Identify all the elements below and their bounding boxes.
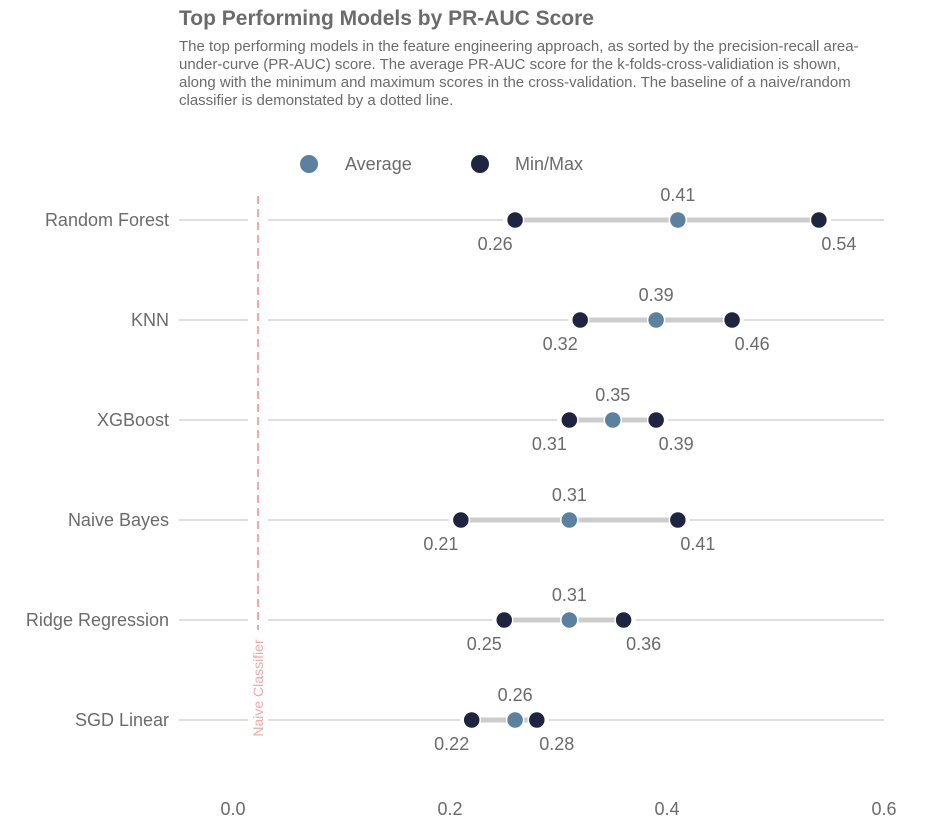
legend: Average Min/Max — [300, 154, 583, 174]
min-label-ridge-regression: 0.25 — [467, 634, 502, 654]
max-point-xgboost — [646, 410, 666, 430]
naive-classifier-label: Naive Classifier — [250, 639, 266, 737]
average-point-random-forest — [668, 210, 688, 230]
reference-line-group: Naive Classifier — [250, 196, 266, 737]
legend-label-min-max: Min/Max — [515, 154, 583, 174]
x-tick-label: 0.0 — [220, 799, 245, 819]
category-label-xgboost: XGBoost — [97, 410, 169, 430]
max-point-ridge-regression — [614, 610, 633, 630]
average-label-xgboost: 0.35 — [595, 385, 630, 405]
average-label-ridge-regression: 0.31 — [552, 585, 587, 605]
average-point-ridge-regression — [560, 610, 579, 630]
average-point-naive-bayes — [560, 510, 579, 530]
x-tick-label: 0.4 — [654, 799, 679, 819]
x-axis-ticks: 0.0 0.2 0.4 0.6 — [220, 799, 896, 819]
value-labels: 0.41 0.26 0.54 0.39 0.32 0.46 0.35 0.31 0.39 0.31… — [423, 185, 856, 754]
chart-title: Top Performing Models by PR-AUC Score — [179, 7, 594, 30]
chart-subtitle: The top performing models in the feature… — [179, 38, 859, 109]
max-label-random-forest: 0.54 — [821, 234, 856, 254]
x-tick-label: 0.6 — [871, 799, 896, 819]
average-point-knn — [646, 310, 666, 330]
max-point-knn — [722, 310, 742, 330]
max-point-sgd-linear — [527, 710, 547, 730]
category-label-sgd-linear: SGD Linear — [75, 710, 169, 730]
category-label-knn: KNN — [131, 310, 169, 330]
category-label-random-forest: Random Forest — [45, 210, 169, 230]
average-label-naive-bayes: 0.31 — [552, 485, 587, 505]
max-point-naive-bayes — [668, 510, 688, 530]
max-label-naive-bayes: 0.41 — [680, 534, 715, 554]
min-point-random-forest — [505, 210, 525, 230]
average-label-sgd-linear: 0.26 — [498, 685, 533, 705]
legend-marker-min-max — [471, 155, 489, 173]
min-label-naive-bayes: 0.21 — [423, 534, 458, 554]
legend-marker-average — [300, 155, 318, 173]
row-lines — [179, 219, 884, 721]
average-point-xgboost — [603, 410, 622, 430]
min-label-xgboost: 0.31 — [532, 434, 567, 454]
category-label-naive-bayes: Naive Bayes — [68, 510, 169, 530]
min-label-knn: 0.32 — [543, 334, 578, 354]
min-point-naive-bayes — [451, 510, 471, 530]
min-point-ridge-regression — [495, 610, 514, 630]
min-point-sgd-linear — [462, 710, 481, 730]
max-label-ridge-regression: 0.36 — [626, 634, 661, 654]
min-label-random-forest: 0.26 — [478, 234, 513, 254]
category-label-ridge-regression: Ridge Regression — [26, 610, 169, 630]
min-point-xgboost — [560, 410, 579, 430]
average-label-random-forest: 0.41 — [660, 185, 695, 205]
category-labels: Random Forest KNN XGBoost Naive Bayes Ridge … — [26, 210, 169, 730]
average-label-knn: 0.39 — [639, 285, 674, 305]
max-label-xgboost: 0.39 — [659, 434, 694, 454]
min-label-sgd-linear: 0.22 — [434, 734, 469, 754]
data-points — [451, 210, 829, 730]
max-label-sgd-linear: 0.28 — [539, 734, 574, 754]
legend-label-average: Average — [345, 154, 412, 174]
min-point-knn — [570, 310, 590, 330]
x-tick-label: 0.2 — [437, 799, 462, 819]
max-point-random-forest — [809, 210, 829, 230]
max-label-knn: 0.46 — [735, 334, 770, 354]
average-point-sgd-linear — [505, 710, 525, 730]
